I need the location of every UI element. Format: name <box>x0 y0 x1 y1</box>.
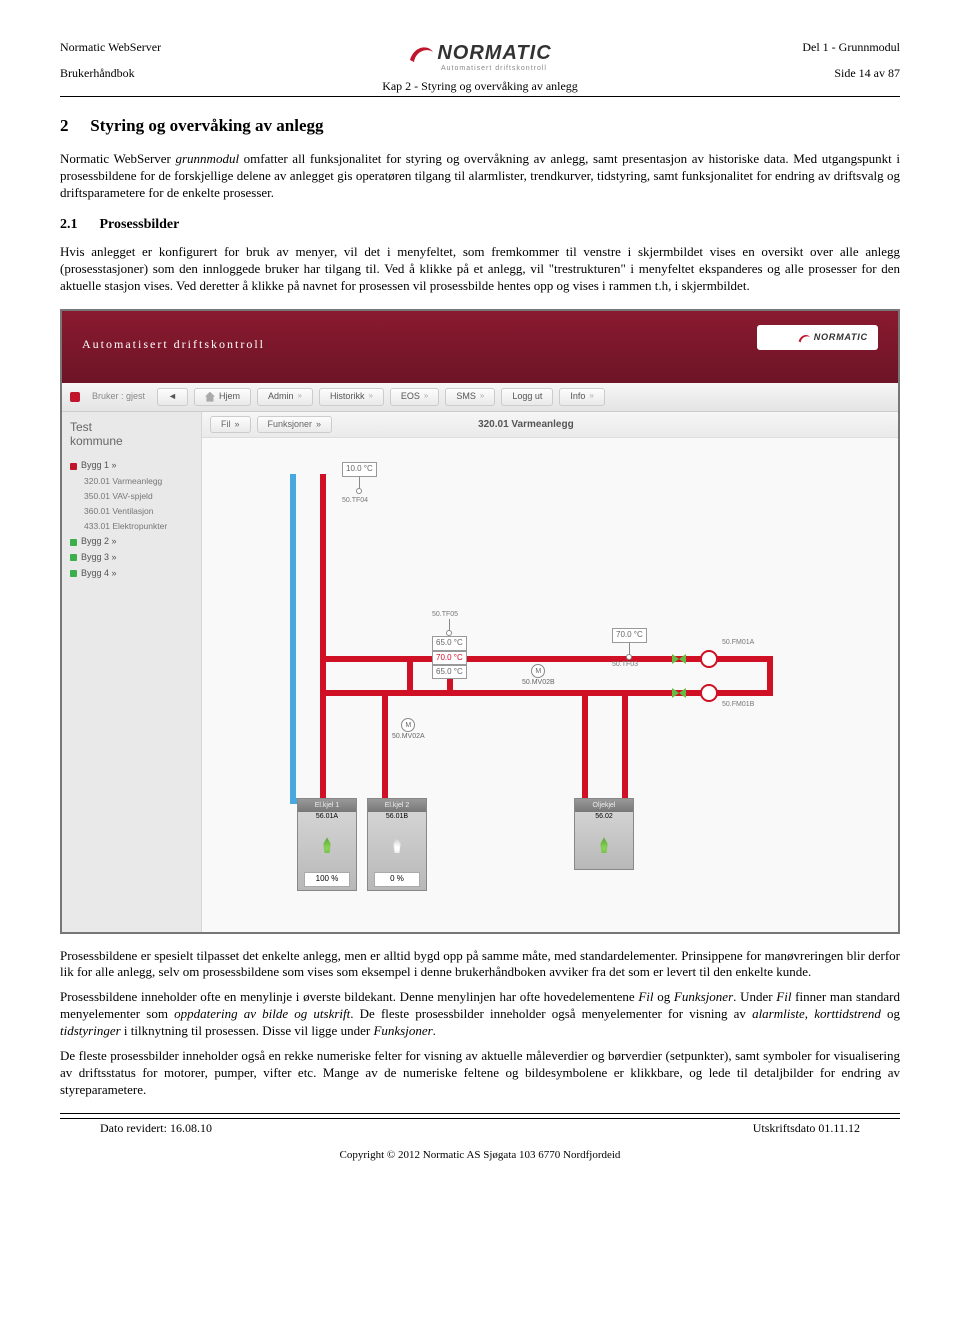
swoosh-icon <box>408 42 434 64</box>
footer-spacer <box>353 1118 606 1139</box>
subsection-heading: 2.1 Prosessbilder <box>60 216 900 234</box>
paragraph-3: Prosessbildene er spesielt tilpasset det… <box>60 948 900 982</box>
sensor-value: 10.0 °C <box>342 462 377 476</box>
subsection-title: Prosessbilder <box>100 217 180 232</box>
sidebar-item-bygg4[interactable]: Bygg 4 » <box>70 566 193 582</box>
pipe-red <box>320 694 326 802</box>
heater-3[interactable]: Oljekjel 56.02 <box>574 798 634 870</box>
sensor-tf03[interactable]: 70.0 °C 50.TF03 <box>612 628 647 668</box>
motor-icon: M <box>531 664 545 678</box>
header-part: Del 1 - Grunnmodul <box>648 40 900 56</box>
motor-icon: M <box>401 718 415 732</box>
section-title: Styring og overvåking av anlegg <box>90 116 323 135</box>
app-main-nav: Bruker : gjest ◄ Hjem Admin» Historikk» … <box>62 383 898 412</box>
nav-info[interactable]: Info» <box>559 388 604 406</box>
footer-rule <box>60 1113 900 1114</box>
paragraph-5: De fleste prosessbilder inneholder også … <box>60 1048 900 1099</box>
menu-funksjoner[interactable]: Funksjoner» <box>257 416 333 434</box>
paragraph-1: Normatic WebServer grunnmodul omfatter a… <box>60 151 900 202</box>
nav-hjem[interactable]: Hjem <box>194 388 251 406</box>
sidebar: Test kommune Bygg 1 » 320.01 Varmeanlegg… <box>62 412 202 932</box>
sidebar-child-ventilasjon[interactable]: 360.01 Ventilasjon <box>70 504 193 519</box>
logo-text: NORMATIC <box>437 42 551 64</box>
pipe-red <box>622 694 628 802</box>
menu-fil[interactable]: Fil» <box>210 416 251 434</box>
device-mv02a[interactable]: M 50.MV02A <box>392 718 425 741</box>
footer-printed: Utskriftsdato 01.11.12 <box>607 1118 900 1139</box>
sidebar-item-bygg1[interactable]: Bygg 1 » <box>70 458 193 474</box>
app-banner: Automatisert driftskontroll NORMATIC <box>62 311 898 383</box>
flame-icon <box>391 837 403 853</box>
nav-sms[interactable]: SMS» <box>445 388 495 406</box>
pipe-red <box>382 694 388 802</box>
nav-eos[interactable]: EOS» <box>390 388 439 406</box>
heater-1[interactable]: El.kjel 1 56.01A 100 % <box>297 798 357 891</box>
app-screenshot: Automatisert driftskontroll NORMATIC Bru… <box>60 309 900 934</box>
process-toolbar: Fil» Funksjoner» 320.01 Varmeanlegg <box>202 412 898 439</box>
paragraph-2: Hvis anlegget er konfigurert for bruk av… <box>60 244 900 295</box>
header-rule <box>60 96 900 97</box>
flame-icon <box>598 837 610 853</box>
home-icon <box>205 392 215 402</box>
status-dot-icon <box>70 554 77 561</box>
pipe-red <box>407 656 413 696</box>
nav-loggut[interactable]: Logg ut <box>501 388 553 406</box>
alarm-icon[interactable] <box>70 392 80 402</box>
valve-icon[interactable] <box>672 654 686 664</box>
pipe-red <box>582 694 588 802</box>
flame-icon <box>321 837 333 853</box>
banner-logo: NORMATIC <box>757 325 878 350</box>
status-dot-icon <box>70 463 77 470</box>
nav-back[interactable]: ◄ <box>157 388 188 406</box>
pump-label: 50.FM01A <box>722 638 754 647</box>
sidebar-title: Test kommune <box>70 420 193 449</box>
pump-fm01b[interactable] <box>700 684 718 702</box>
sensor-tf04[interactable]: 10.0 °C 50.TF04 <box>342 462 377 504</box>
process-title: 320.01 Varmeanlegg <box>478 418 574 431</box>
normatic-logo: NORMATIC Automatisert driftskontroll <box>408 40 551 73</box>
paragraph-4: Prosessbildene inneholder ofte en menyli… <box>60 989 900 1040</box>
header-chapter: Kap 2 - Styring og overvåking av anlegg <box>312 79 648 95</box>
sidebar-child-vav[interactable]: 350.01 VAV-spjeld <box>70 489 193 504</box>
process-view: Fil» Funksjoner» 320.01 Varmeanlegg <box>202 412 898 932</box>
nav-admin[interactable]: Admin» <box>257 388 313 406</box>
sidebar-child-varmeanlegg[interactable]: 320.01 Varmeanlegg <box>70 474 193 489</box>
heater-2[interactable]: El.kjel 2 56.01B 0 % <box>367 798 427 891</box>
device-mv02b[interactable]: M 50.MV02B <box>522 664 555 687</box>
sidebar-child-elektro[interactable]: 433.01 Elektropunkter <box>70 519 193 534</box>
user-label: Bruker : gjest <box>92 391 145 403</box>
footer-revised: Dato revidert: 16.08.10 <box>60 1118 353 1139</box>
status-dot-icon <box>70 570 77 577</box>
page-footer: Dato revidert: 16.08.10 Utskriftsdato 01… <box>60 1118 900 1163</box>
pump-fm01a[interactable] <box>700 650 718 668</box>
sidebar-item-bygg2[interactable]: Bygg 2 » <box>70 534 193 550</box>
header-page: Side 14 av 87 <box>648 66 900 82</box>
sensor-tf05[interactable]: 50.TF05 65.0 °C 70.0 °C 65.0 °C <box>432 610 467 679</box>
banner-title: Automatisert driftskontroll <box>82 337 265 353</box>
status-dot-icon <box>70 539 77 546</box>
section-number: 2 <box>60 115 86 137</box>
header-doctype: Brukerhåndbok <box>60 66 312 82</box>
valve-icon[interactable] <box>672 688 686 698</box>
pump-label: 50.FM01B <box>722 700 754 709</box>
page-header: Normatic WebServer Brukerhåndbok NORMATI… <box>60 40 900 94</box>
pipe-blue <box>290 474 296 804</box>
nav-historikk[interactable]: Historikk» <box>319 388 384 406</box>
sidebar-item-bygg3[interactable]: Bygg 3 » <box>70 550 193 566</box>
footer-copyright: Copyright © 2012 Normatic AS Sjøgata 103… <box>60 1148 900 1162</box>
subsection-number: 2.1 <box>60 216 96 234</box>
logo-tagline: Automatisert driftskontroll <box>436 64 551 73</box>
process-diagram: 10.0 °C 50.TF04 50.TF05 65.0 °C 70.0 °C … <box>202 438 898 918</box>
header-product: Normatic WebServer <box>60 40 312 56</box>
pipe-red <box>767 656 773 696</box>
section-heading: 2 Styring og overvåking av anlegg <box>60 115 900 137</box>
